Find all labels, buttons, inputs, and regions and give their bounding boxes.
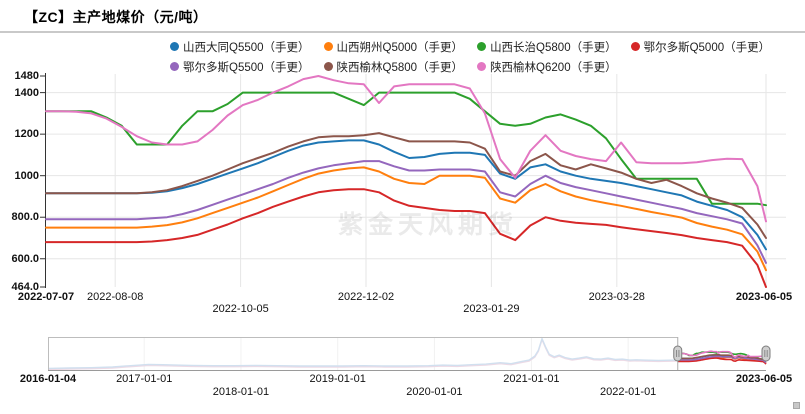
x-axis-label: 2022-12-02 [337, 291, 395, 303]
legend-marker-icon [170, 42, 179, 51]
chart-title: 【ZC】主产地煤价（元/吨） [24, 9, 208, 25]
series-line-1 [45, 166, 767, 272]
plot-area[interactable] [46, 76, 766, 287]
x-axis-label: 2022-10-05 [212, 303, 269, 315]
legend-item-label: 山西朔州Q5000（手更） [336, 41, 464, 54]
y-axis-label: 1480 [14, 70, 39, 82]
legend-item-5[interactable]: 陕西榆林Q5800（手更） [323, 57, 464, 76]
navigator-history-line-blue [47, 336, 677, 370]
series-line-5 [45, 132, 767, 239]
scrollbar-corner [793, 402, 800, 409]
navigator-axis-label: 2023-06-05 [735, 373, 793, 385]
legend-item-4[interactable]: 鄂尔多斯Q5500（手更） [170, 57, 310, 76]
navigator [47, 336, 771, 371]
y-axis-label: 1200 [14, 128, 39, 141]
navigator-history-line-pink [47, 337, 677, 371]
navigator-axis-label: 2017-01-01 [116, 373, 173, 385]
navigator-series-6 [677, 350, 767, 361]
watermark: 紫金天风期货 [338, 211, 519, 239]
legend-item-2[interactable]: 山西长治Q5800（手更） [477, 37, 617, 56]
legend-item-6[interactable]: 陕西榆林Q6200（手更） [477, 57, 617, 76]
y-axis-label: 800.0 [11, 211, 39, 224]
y-axis-label: 600.0 [11, 252, 39, 265]
x-axis-label: 2022-07-07 [17, 291, 75, 303]
legend-marker-icon [170, 62, 179, 71]
navigator-series-4 [677, 355, 767, 364]
title-divider [0, 31, 805, 33]
series-line-4 [45, 160, 767, 264]
legend-item-label: 鄂尔多斯Q5000（手更） [643, 41, 771, 54]
legend-marker-icon [477, 42, 487, 51]
legend-item-label: 山西长治Q5800（手更） [490, 41, 617, 54]
legend-item-label: 山西大同Q5500（手更） [183, 41, 310, 54]
legend-item-1[interactable]: 山西朔州Q5000（手更） [323, 37, 464, 56]
navigator-axis-label: 2019-01-01 [309, 373, 366, 385]
legend-item-3[interactable]: 鄂尔多斯Q5000（手更） [630, 37, 771, 56]
navigator-handle-right[interactable] [761, 345, 771, 362]
y-axis-label: 1000 [14, 169, 39, 182]
navigator-axis-label: 2018-01-01 [212, 386, 270, 398]
legend: 山西大同Q5500（手更） 山西朔州Q5000（手更） 山西长治Q5800（手更） 鄂… [170, 37, 776, 76]
y-axis [40, 73, 46, 288]
legend-item-label: 陕西榆林Q6200（手更） [490, 61, 617, 74]
series-lines [45, 75, 767, 288]
navigator-handle-left[interactable] [673, 345, 683, 362]
legend-item-label: 鄂尔多斯Q5500（手更） [183, 61, 310, 74]
navigator-axis-label: 2022-01-01 [600, 386, 657, 398]
legend-item-label: 陕西榆林Q5800（手更） [336, 61, 464, 74]
navigator-axis-label: 2021-01-01 [503, 373, 560, 385]
navigator-series-3 [677, 357, 767, 365]
series-line-0 [45, 139, 767, 251]
legend-marker-icon [630, 42, 640, 51]
x-axis-label: 2022-08-08 [87, 291, 144, 303]
legend-marker-icon [323, 62, 333, 71]
series-line-3 [45, 188, 767, 288]
legend-marker-icon [323, 42, 333, 51]
navigator-selected-range[interactable] [678, 337, 766, 370]
x-axis-label: 2023-01-29 [463, 303, 520, 315]
x-axis-label: 2023-06-05 [735, 291, 793, 303]
legend-marker-icon [477, 62, 487, 71]
navigator-axis-label: 2016-01-04 [19, 373, 77, 385]
navigator-series-5 [677, 353, 767, 362]
navigator-mask-left[interactable] [48, 337, 678, 370]
y-axis-label: 1400 [14, 86, 39, 99]
y-axis-label: 464.0 [11, 281, 39, 293]
navigator-axis-label: 2020-01-01 [406, 386, 463, 398]
legend-item-0[interactable]: 山西大同Q5500（手更） [170, 37, 310, 56]
x-axis-label: 2023-03-28 [588, 291, 645, 303]
series-line-6 [45, 75, 767, 223]
